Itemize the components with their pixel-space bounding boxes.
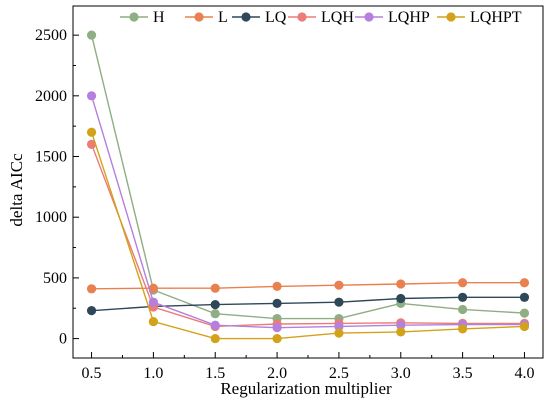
legend-item-lqhp: LQHP xyxy=(355,9,430,26)
legend: H L LQ LQH LQHP LQHPT xyxy=(120,9,522,26)
data-point xyxy=(148,297,158,307)
data-point xyxy=(519,292,530,302)
series-line xyxy=(90,95,525,329)
data-point xyxy=(334,321,344,332)
y-axis-title: delta AICc xyxy=(7,153,26,227)
legend-item-l: L xyxy=(185,9,228,26)
series-line xyxy=(91,282,525,290)
x-tick-label: 3.0 xyxy=(391,365,411,382)
legend-item-h: H xyxy=(120,9,165,26)
data-point xyxy=(272,333,282,344)
plot-frame xyxy=(72,5,544,359)
y-tick-label: 0 xyxy=(59,331,67,348)
x-tick-label: 1.5 xyxy=(205,365,225,382)
legend-label: LQHP xyxy=(388,9,430,26)
legend-marker xyxy=(446,12,456,22)
data-point xyxy=(86,91,97,101)
series-h xyxy=(86,30,530,324)
legend-marker xyxy=(364,12,374,22)
data-point xyxy=(334,280,344,290)
legend-label: L xyxy=(218,9,228,26)
y-tick-label: 2000 xyxy=(35,88,67,105)
legend-label: LQH xyxy=(321,9,354,26)
data-point xyxy=(210,283,220,293)
legend-label: LQHPT xyxy=(470,9,522,26)
data-point xyxy=(210,299,220,310)
data-point xyxy=(272,323,282,333)
x-axis-title: Regularization multiplier xyxy=(220,379,392,398)
data-point xyxy=(396,293,406,304)
data-point xyxy=(86,127,97,137)
legend-marker xyxy=(241,12,251,22)
plot-border xyxy=(72,5,544,359)
data-point xyxy=(86,139,97,149)
legend-marker xyxy=(194,12,204,22)
legend-marker xyxy=(129,12,139,22)
series-l xyxy=(86,278,530,294)
x-tick-label: 0.5 xyxy=(82,365,102,382)
series-line xyxy=(90,131,525,340)
data-point xyxy=(148,316,158,327)
legend-item-lqhpt: LQHPT xyxy=(437,9,522,26)
y-tick-label: 2500 xyxy=(35,27,67,44)
legend-marker xyxy=(297,12,307,22)
data-point xyxy=(396,279,406,289)
legend-label: H xyxy=(153,9,165,26)
data-point xyxy=(86,306,97,316)
data-point xyxy=(210,333,220,344)
x-tick-label: 4.0 xyxy=(514,365,534,382)
data-point xyxy=(272,281,282,291)
legend-item-lqh: LQH xyxy=(288,9,354,26)
data-point xyxy=(519,308,530,318)
axis-ticks: 0 500 1000 1500 2000 2500 0.5 1.0 1.5 2.0 2.5 3.0 3.… xyxy=(35,27,534,382)
y-tick-label: 1500 xyxy=(35,149,67,166)
data-point xyxy=(210,309,220,319)
legend-item-lq: LQ xyxy=(232,9,287,26)
series-line xyxy=(90,34,525,320)
data-point xyxy=(396,320,406,330)
series-line xyxy=(90,144,525,328)
series-lqhpt xyxy=(86,127,530,344)
data-point xyxy=(148,283,158,293)
data-point xyxy=(210,320,220,330)
x-tick-label: 1.0 xyxy=(143,365,163,382)
data-point xyxy=(519,278,530,288)
data-point xyxy=(458,292,468,302)
x-tick-label: 3.5 xyxy=(453,365,473,382)
data-point xyxy=(458,304,468,315)
data-point xyxy=(334,297,344,307)
y-tick-label: 1000 xyxy=(35,209,67,226)
data-point xyxy=(458,278,468,288)
data-point xyxy=(396,327,406,337)
data-point xyxy=(334,328,344,338)
data-point xyxy=(86,284,97,294)
data-point xyxy=(458,324,468,334)
x-tick-label: 2.5 xyxy=(329,365,349,382)
x-tick-label: 2.0 xyxy=(267,365,287,382)
data-point xyxy=(272,298,282,308)
legend-label: LQ xyxy=(265,9,287,26)
data-point xyxy=(86,30,97,40)
series-lqhp xyxy=(86,91,530,333)
series-lines xyxy=(86,30,530,344)
y-tick-label: 500 xyxy=(43,270,67,287)
data-point xyxy=(519,321,530,332)
